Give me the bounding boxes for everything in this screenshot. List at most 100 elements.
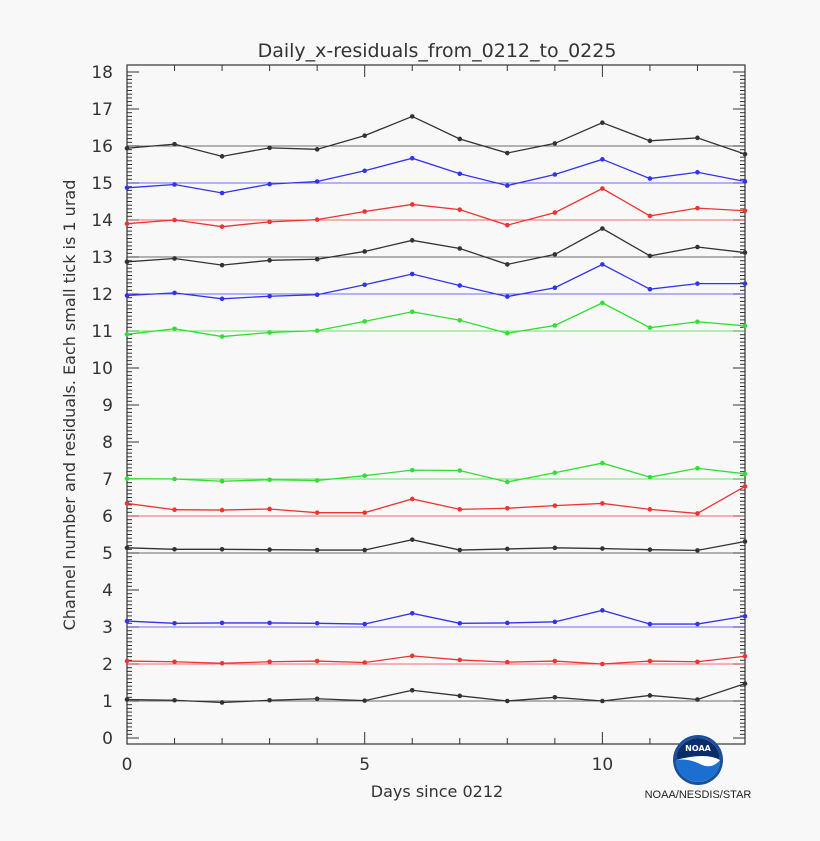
point-channel-1 [600,698,605,704]
series-channel-3 [124,608,748,628]
line-channel-15 [126,157,746,194]
plot-frame [126,64,746,745]
point-channel-1 [219,700,225,705]
point-channel-13 [600,226,605,231]
point-channel-6 [600,501,605,506]
x-tick-label: 10 [592,755,614,775]
point-channel-16 [695,135,700,141]
point-channel-6 [124,501,130,506]
point-channel-14 [409,202,415,207]
point-channel-16 [742,151,748,157]
point-channel-12 [267,293,272,299]
y-tick-label: 18 [91,63,113,83]
y-tick-label: 12 [91,285,113,305]
point-channel-13 [505,262,510,267]
point-channel-2 [695,659,700,665]
point-channel-2 [600,661,605,667]
point-channel-1 [552,695,558,700]
y-tick-label: 3 [102,618,113,638]
point-channel-15 [362,168,367,174]
line-channel-13 [126,227,746,266]
point-channel-15 [314,179,320,184]
point-channel-6 [647,507,653,512]
point-channel-12 [409,271,415,277]
line-channel-1 [126,682,746,704]
y-tick-label: 5 [102,544,113,564]
point-channel-14 [172,217,177,223]
point-channel-6 [314,510,320,515]
point-channel-11 [457,317,463,323]
point-channel-16 [124,145,130,151]
point-channel-12 [552,285,558,291]
point-channel-3 [600,608,605,613]
point-channel-5 [505,546,510,552]
point-channel-13 [124,259,130,265]
point-channel-6 [219,507,225,513]
line-channel-11 [126,302,746,338]
point-channel-14 [742,208,748,214]
point-channel-12 [362,282,367,288]
point-channel-11 [742,323,748,329]
point-channel-3 [742,613,748,619]
line-channel-3 [126,609,746,625]
point-channel-11 [695,319,700,325]
x-tick-label: 5 [359,755,370,775]
point-channel-16 [457,136,463,142]
point-channel-3 [552,619,558,625]
point-channel-6 [695,511,700,516]
point-channel-5 [172,547,177,552]
point-channel-6 [267,506,272,512]
line-channel-7 [126,462,746,483]
y-tick-label: 13 [91,248,113,268]
point-channel-14 [695,205,700,211]
point-channel-5 [742,539,748,544]
point-channel-5 [457,547,463,553]
point-channel-6 [362,510,367,515]
point-channel-13 [742,250,748,255]
point-channel-2 [124,658,130,664]
y-tick-label: 17 [91,100,113,120]
series-channel-12 [124,262,748,302]
point-channel-7 [695,465,700,471]
point-channel-12 [314,292,320,298]
point-channel-7 [362,473,367,478]
point-channel-11 [267,330,272,335]
point-channel-15 [742,179,748,184]
series-channel-16 [124,114,748,159]
point-channel-15 [600,157,605,162]
point-channel-16 [505,150,510,156]
point-channel-5 [219,547,225,552]
point-channel-14 [600,186,605,191]
point-channel-7 [314,478,320,483]
point-channel-7 [409,467,415,473]
point-channel-7 [552,470,558,476]
chart-title: Daily_x-residuals_from_0212_to_0225 [258,40,617,62]
point-channel-1 [695,697,700,702]
point-channel-11 [552,323,558,328]
point-channel-3 [647,621,653,627]
point-channel-15 [124,185,130,191]
point-channel-1 [457,693,463,699]
point-channel-6 [505,505,510,511]
point-channel-15 [552,172,558,177]
point-channel-11 [505,330,510,336]
point-channel-11 [362,319,367,324]
series-channel-14 [124,186,748,229]
point-channel-16 [647,138,653,144]
point-channel-6 [457,507,463,512]
point-channel-6 [409,496,415,502]
point-channel-5 [267,547,272,552]
series-channel-13 [124,226,748,268]
point-channel-3 [314,621,320,626]
point-channel-5 [695,548,700,553]
point-channel-16 [172,141,177,147]
point-channel-5 [314,547,320,553]
point-channel-16 [219,154,225,159]
point-channel-13 [314,256,320,262]
y-axis-label: Channel number and residuals. Each small… [60,180,79,631]
point-channel-7 [124,476,130,481]
point-channel-2 [219,660,225,666]
y-tick-label: 15 [91,174,113,194]
logo-text: NOAA [685,744,711,753]
point-channel-3 [695,621,700,627]
